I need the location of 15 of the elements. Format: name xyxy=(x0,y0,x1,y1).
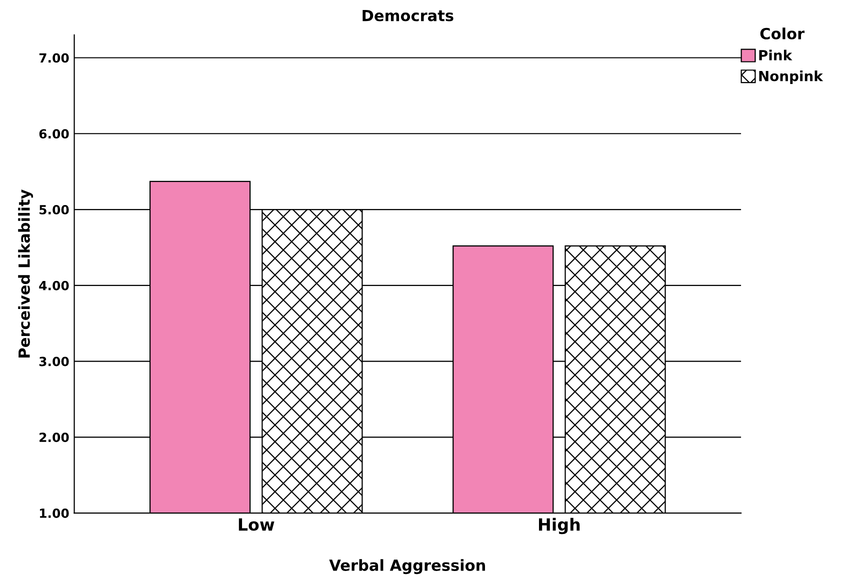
y-tick-label: 3.00 xyxy=(39,356,69,366)
x-axis-title: Verbal Aggression xyxy=(329,559,485,574)
x-tick-label: Low xyxy=(238,518,274,531)
y-tick-label: 4.00 xyxy=(39,280,69,290)
y-tick-label: 2.00 xyxy=(40,432,69,442)
y-tick-label: 5.00 xyxy=(40,204,69,214)
y-axis-title: Perceived Likability xyxy=(18,189,34,358)
y-tick-label: 7.00 xyxy=(39,53,69,63)
legend-label: Nonpink xyxy=(759,70,824,84)
legend-label: Pink xyxy=(759,50,792,60)
x-tick-label: High xyxy=(538,518,580,534)
legend-title: Color xyxy=(760,28,805,40)
y-tick-label: 6.00 xyxy=(39,129,69,139)
chart-title: Democrats xyxy=(362,10,454,22)
y-tick-label: 1.00 xyxy=(40,508,69,518)
